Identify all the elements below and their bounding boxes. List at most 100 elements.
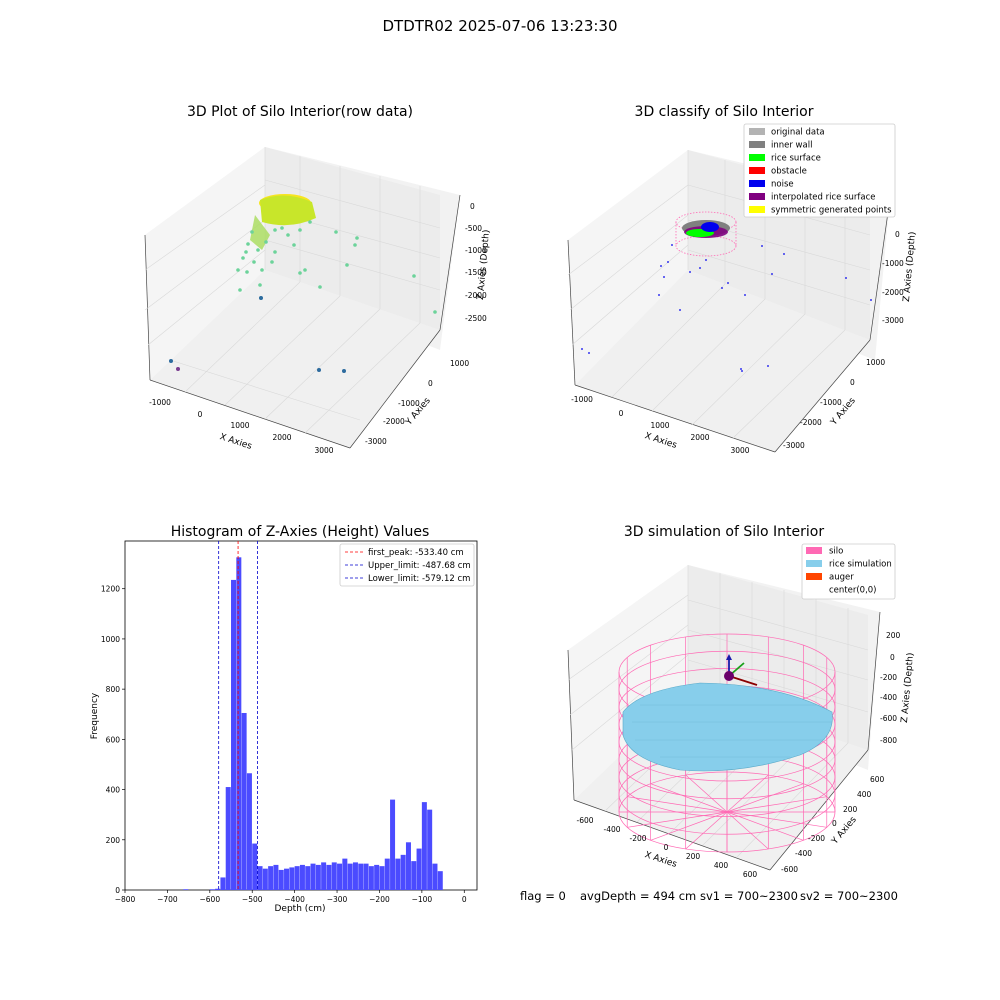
figure-title: DTDTR02 2025-07-06 13:23:30 [382, 17, 617, 35]
grid-line [731, 329, 846, 440]
panel1-x-tick: 2000 [272, 433, 291, 442]
histogram-bar [374, 864, 380, 890]
histogram-bar [368, 866, 374, 890]
histogram-bar [294, 866, 300, 890]
panel1-z-tick: 0 [470, 202, 475, 211]
histogram-bar [384, 858, 390, 890]
panel2-y-tick: -2000 [800, 418, 822, 427]
panel4-z-tick: -600 [880, 714, 897, 723]
panel2-z-ticks: 0 -1000 -2000 -3000 [882, 230, 904, 325]
panel1-z-label: Z Axies (Depth) [476, 229, 492, 300]
raw-point [412, 274, 416, 278]
grid-line [651, 298, 766, 412]
histogram-bar [432, 863, 438, 890]
footer-sv2: sv2 = 700~2300 [800, 889, 898, 903]
noise-point [870, 299, 872, 301]
raw-point [298, 271, 302, 275]
silo-wire [685, 774, 728, 813]
classify-legend-label: interpolated rice surface [771, 193, 876, 203]
noise-point [671, 244, 673, 246]
grid-line [611, 283, 726, 398]
histogram-bar [310, 863, 316, 890]
noise-point [658, 294, 660, 296]
raw-point [241, 256, 245, 260]
histogram-y-tick-label: 600 [106, 735, 121, 744]
panel2-y-tick: -3000 [783, 441, 805, 450]
grid-line [567, 594, 689, 681]
panel4-x-tick: -200 [629, 834, 646, 843]
histogram-bar [262, 868, 268, 890]
raw-point [353, 243, 357, 247]
raw-point [238, 288, 242, 292]
panel2-y-tick: 1000 [866, 358, 885, 367]
panel4-legend: silo rice simulation auger center(0,0) [801, 543, 896, 600]
histogram-bar [225, 787, 231, 890]
noise-point [741, 370, 743, 372]
histogram-bar [331, 862, 337, 890]
histogram-bar [231, 579, 237, 890]
noise-point [744, 294, 746, 296]
silo-wire [685, 811, 728, 850]
histogram-y-ticks: 0 200 400 600 800 1000 1200 [101, 585, 125, 895]
raw-point [273, 228, 277, 232]
noise-point [667, 261, 669, 263]
panel-histogram: Histogram of Z-Axies (Height) Values −80… [90, 524, 478, 914]
panel4-x-label: X Axies [643, 850, 678, 870]
histogram-legend-label: Upper_limit: -487.68 cm [368, 561, 471, 571]
histogram-bar [395, 858, 401, 890]
classify-legend-swatch [749, 128, 765, 135]
panel1-z-tick: -1500 [465, 268, 487, 277]
panel1-x-tick: 3000 [314, 446, 333, 455]
raw-point [318, 285, 322, 289]
panel1-y-ticks: 1000 0 -1000 -2000 -3000 [365, 359, 469, 446]
classify-legend-label: inner wall [771, 141, 812, 151]
raw-point [273, 250, 277, 254]
raw-point [245, 270, 249, 274]
panel1-y-tick: -3000 [365, 437, 387, 446]
panel4-z-tick: 0 [890, 653, 895, 662]
panel1-x-label: X Axies [218, 432, 253, 452]
silo-wire [650, 783, 728, 813]
noise-point [761, 245, 763, 247]
histogram-x-tick-label: 0 [462, 895, 467, 904]
footer-status: flag = 0 avgDepth = 494 cm sv1 = 700~230… [520, 889, 898, 903]
panel4-y-tick: -400 [795, 849, 812, 858]
panel2-x-tick: 2000 [690, 433, 709, 442]
panel2-silo-cylinder [675, 211, 737, 257]
panel2-x-tick: -1000 [571, 395, 593, 404]
panel4-x-tick: -600 [576, 816, 593, 825]
panel4-z-label: Z Axies (Depth) [900, 652, 916, 723]
panel2-legend: original data inner wall rice surface obsta… [743, 123, 896, 218]
panel4-z-tick: -200 [880, 673, 897, 682]
histogram-bar [246, 773, 252, 890]
noise-point [581, 348, 583, 350]
histogram-bar [358, 863, 364, 890]
histogram-x-tick-label: −700 [157, 895, 178, 904]
histogram-y-tick-label: 200 [106, 836, 121, 845]
histogram-x-tick-label: −800 [115, 895, 136, 904]
panel1-z-tick: -2500 [465, 314, 487, 323]
panel4-x-tick: 0 [664, 843, 669, 852]
panel1-z-tick: -1000 [465, 246, 487, 255]
classify-legend-swatch [749, 141, 765, 148]
histogram-bar [236, 557, 242, 890]
histogram-bar [416, 848, 422, 890]
panel3-title: Histogram of Z-Axies (Height) Values [171, 524, 430, 540]
panel1-y-tick: -1000 [398, 399, 420, 408]
histogram-x-tick-label: −200 [369, 895, 390, 904]
simulation-legend-label: silo [829, 547, 843, 557]
silo-wire [726, 811, 804, 841]
raw-point [303, 268, 307, 272]
panel1-x-tick: -1000 [149, 398, 171, 407]
panel2-x-tick: 3000 [730, 446, 749, 455]
histogram-bar [347, 863, 353, 890]
panel1-x-ticks: -1000 0 1000 2000 3000 [149, 398, 334, 455]
grid-line [687, 629, 869, 681]
histogram-x-tick-label: −100 [412, 895, 433, 904]
panel3-plot-area [124, 540, 478, 891]
raw-point [298, 228, 302, 232]
histogram-y-tick-label: 800 [106, 685, 121, 694]
noise-point [740, 368, 742, 370]
panel1-x-tick: 1000 [230, 421, 249, 430]
